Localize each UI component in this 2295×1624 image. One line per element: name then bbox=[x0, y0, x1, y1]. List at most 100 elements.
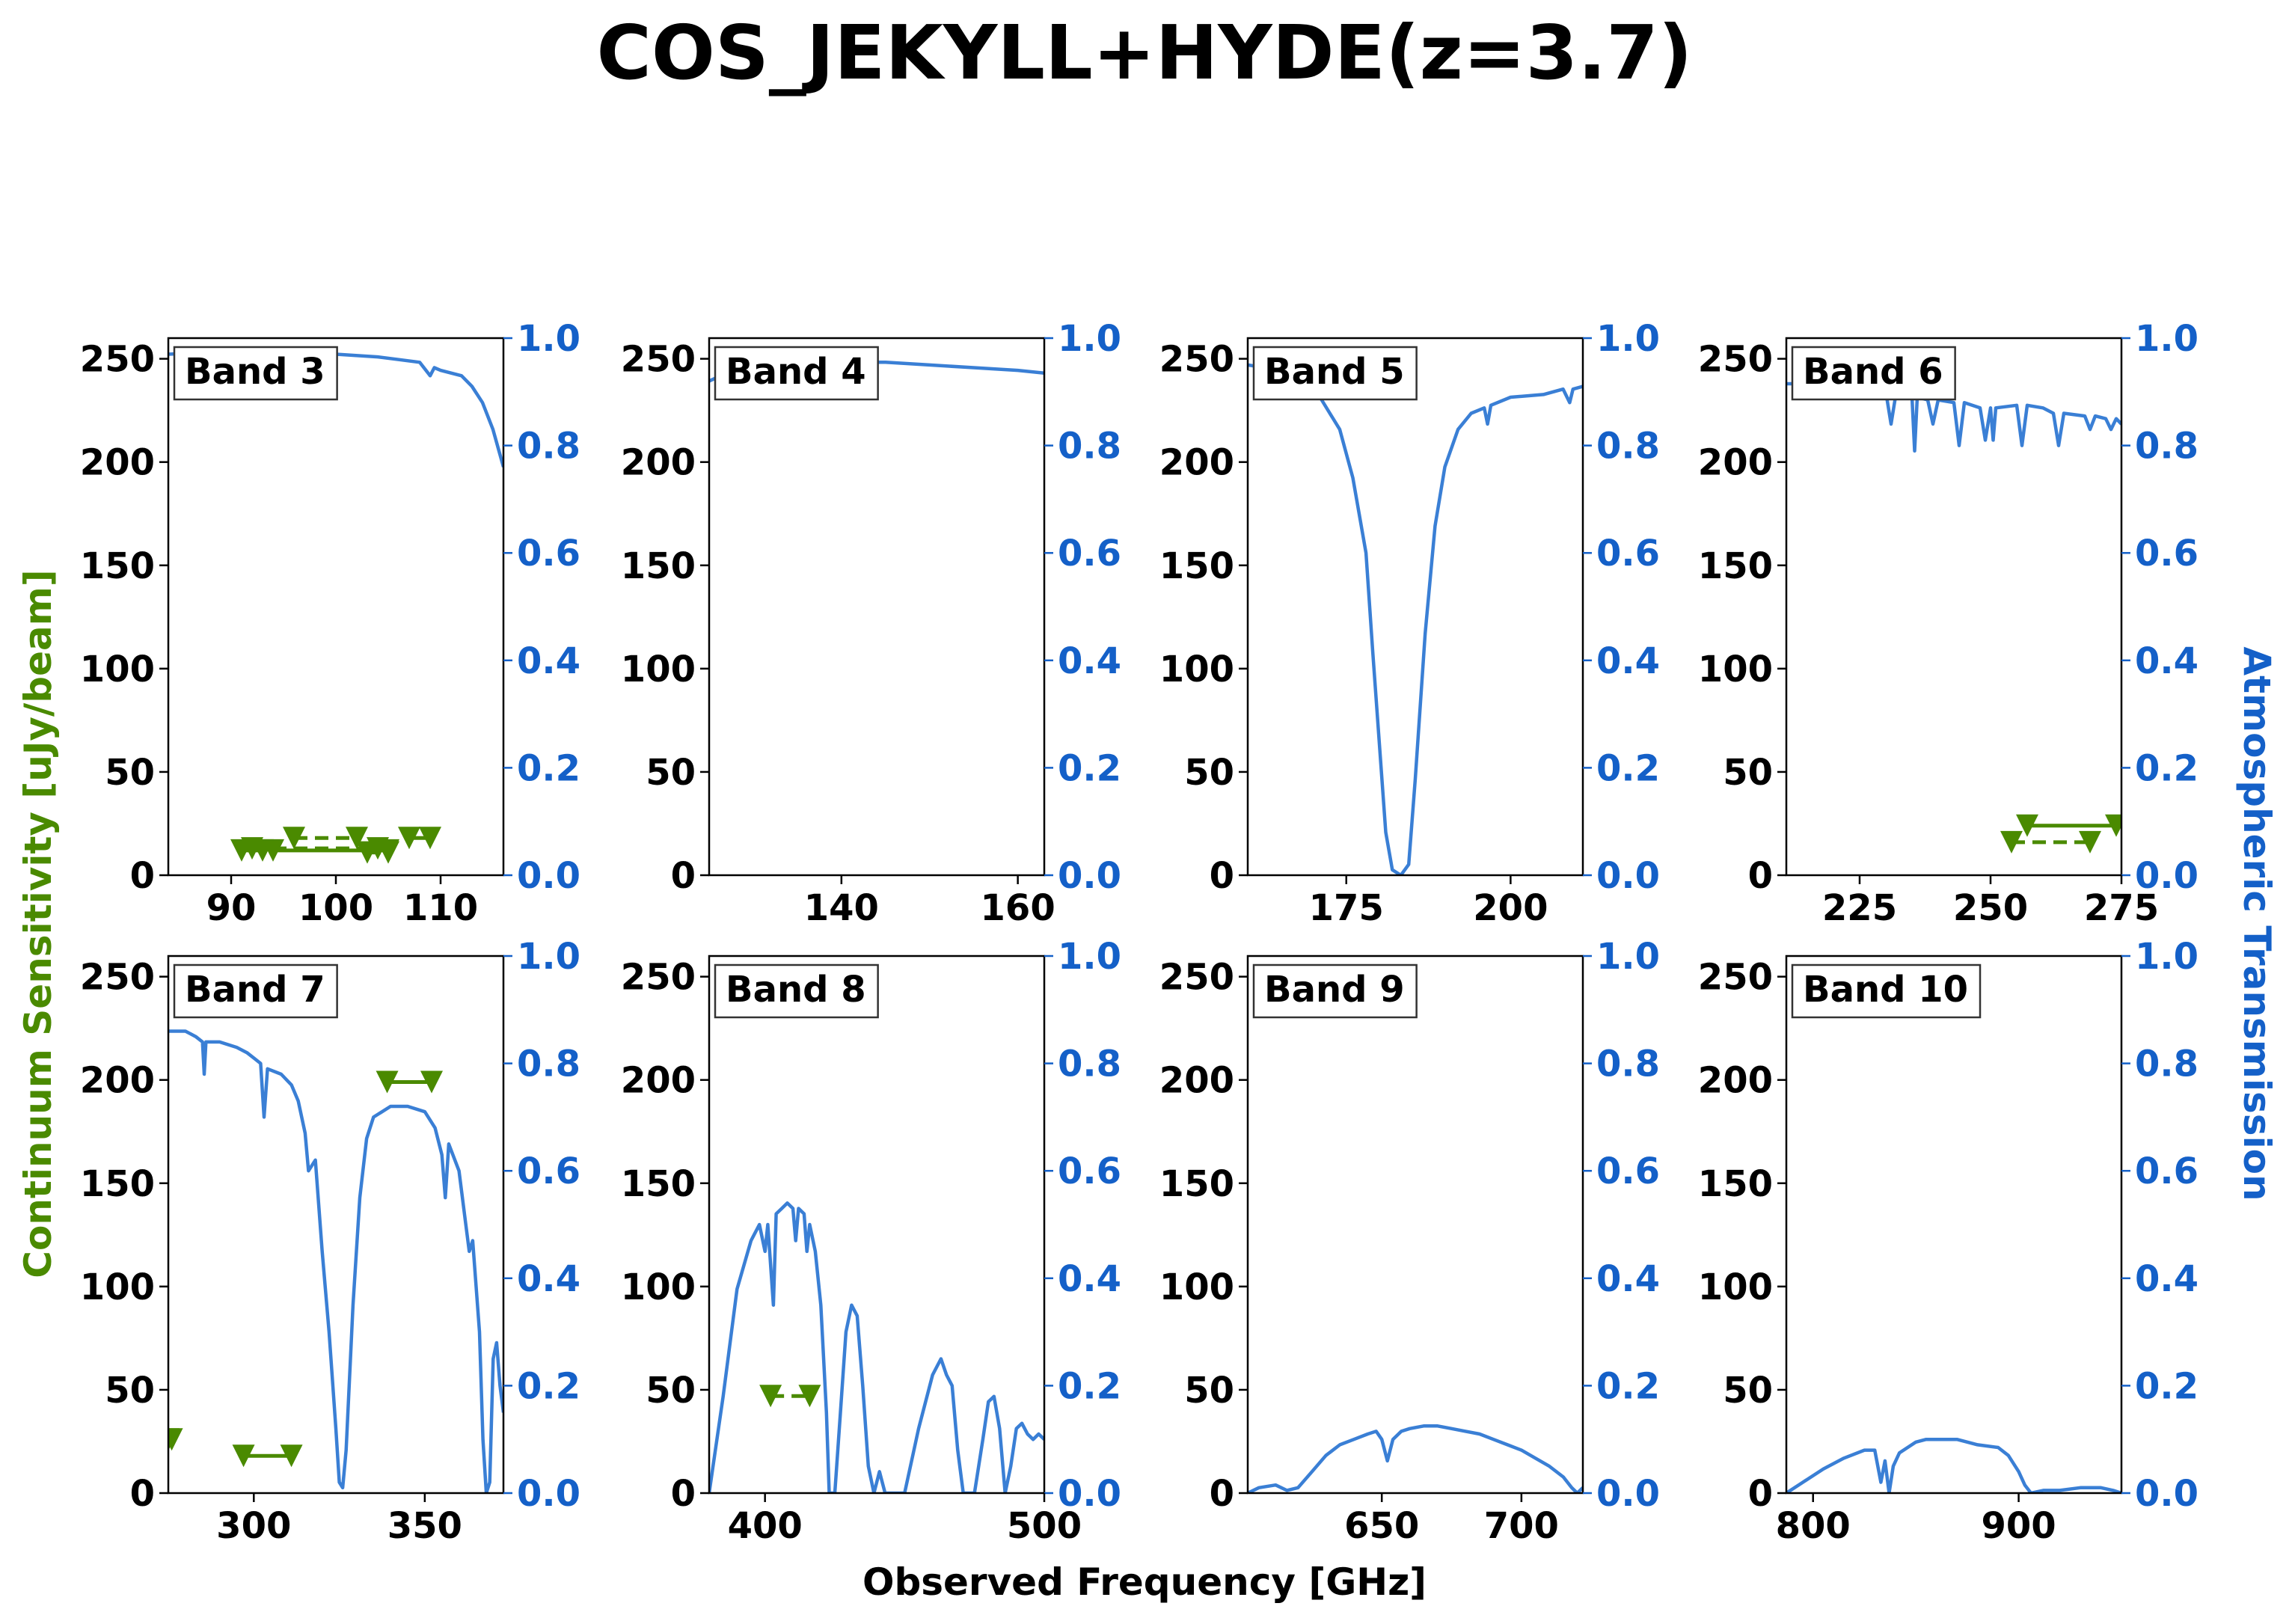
transmission-curve bbox=[709, 1201, 1044, 1493]
left-tick-label: 150 bbox=[80, 1163, 155, 1205]
right-tick-label: 0.8 bbox=[2135, 426, 2199, 468]
right-tick-label: 0.6 bbox=[1596, 1150, 1660, 1192]
right-tick-label: 0.6 bbox=[517, 533, 580, 574]
sensitivity-marker bbox=[280, 1444, 303, 1468]
left-tick-label: 50 bbox=[105, 1370, 155, 1412]
right-tick-label: 0.6 bbox=[517, 1150, 580, 1192]
band-panel-1: 0 50 100 150 200 250 0.0 0.2 0.4 0.6 0.8 1.0 90 100 11… bbox=[80, 318, 580, 929]
sensitivity-marker bbox=[377, 841, 399, 864]
right-tick-label: 0.0 bbox=[1596, 855, 1660, 897]
left-tick-label: 200 bbox=[1159, 1060, 1234, 1102]
band-label: Band 6 bbox=[1803, 351, 1943, 393]
right-axis-label: Atmospheric Transmission bbox=[2235, 646, 2279, 1201]
right-tick-label: 1.0 bbox=[1058, 318, 1121, 360]
right-tick-label: 0.4 bbox=[2135, 1258, 2199, 1300]
left-tick-label: 50 bbox=[1723, 752, 1773, 794]
sensitivity-marker bbox=[283, 827, 305, 850]
right-tick-label: 0.8 bbox=[517, 426, 580, 468]
left-tick-label: 100 bbox=[1159, 1266, 1234, 1308]
panel-frame bbox=[1246, 337, 1584, 877]
right-tick-label: 1.0 bbox=[2135, 936, 2199, 978]
right-tick-label: 0.2 bbox=[1058, 747, 1121, 789]
left-tick-label: 250 bbox=[80, 339, 155, 381]
band-label: Band 3 bbox=[185, 351, 325, 393]
x-tick-label: 275 bbox=[2084, 887, 2159, 929]
right-tick-label: 0.4 bbox=[1058, 640, 1121, 682]
x-tick-label: 500 bbox=[1007, 1505, 1082, 1547]
right-tick-label: 0.4 bbox=[2135, 640, 2199, 682]
right-tick-label: 0.6 bbox=[1596, 533, 1660, 574]
right-tick-label: 0.8 bbox=[1596, 1044, 1660, 1085]
sensitivity-limit bbox=[2016, 814, 2121, 837]
band-panels: 0 50 100 150 200 250 0.0 0.2 0.4 0.6 0.8 1.0 90 100 11… bbox=[80, 318, 2199, 1547]
left-tick-label: 100 bbox=[1159, 649, 1234, 690]
left-tick-label: 250 bbox=[1698, 957, 1773, 999]
right-tick-label: 1.0 bbox=[1596, 936, 1660, 978]
right-tick-label: 0.2 bbox=[2135, 747, 2199, 789]
band-label-box: Band 7 bbox=[173, 963, 338, 1019]
right-tick-label: 0.0 bbox=[517, 855, 580, 897]
x-tick-label: 160 bbox=[981, 887, 1055, 929]
band-label: Band 9 bbox=[1264, 969, 1405, 1011]
band-label: Band 5 bbox=[1264, 351, 1405, 393]
left-tick-label: 50 bbox=[1723, 1370, 1773, 1412]
band-label: Band 7 bbox=[185, 969, 325, 1011]
left-tick-label: 0 bbox=[1210, 1473, 1234, 1515]
panel-frame bbox=[708, 955, 1046, 1495]
right-tick-label: 0.4 bbox=[1596, 640, 1660, 682]
left-tick-label: 200 bbox=[1698, 1060, 1773, 1102]
sensitivity-marker bbox=[420, 1070, 443, 1094]
band-label-box: Band 4 bbox=[714, 346, 879, 401]
band-label-box: Band 10 bbox=[1791, 963, 1982, 1019]
sensitivity-marker bbox=[419, 827, 441, 850]
right-tick-label: 0.0 bbox=[1058, 855, 1121, 897]
sensitivity-marker bbox=[2105, 814, 2121, 837]
left-tick-label: 250 bbox=[1698, 339, 1773, 381]
transmission-curve bbox=[1786, 1437, 2121, 1493]
band-panel-8: 0 50 100 150 200 250 0.0 0.2 0.4 0.6 0.8 1.0 800 900 B… bbox=[1698, 936, 2199, 1547]
left-tick-label: 250 bbox=[1159, 957, 1234, 999]
sensitivity-limit bbox=[283, 827, 368, 850]
x-tick-label: 900 bbox=[1981, 1505, 2056, 1547]
sensitivity-marker bbox=[2000, 830, 2023, 854]
band-label-box: Band 8 bbox=[714, 963, 879, 1019]
sensitivity-limit bbox=[398, 827, 441, 850]
x-axis-label: Observed Frequency [GHz] bbox=[862, 1560, 1427, 1604]
x-tick-label: 140 bbox=[804, 887, 879, 929]
left-tick-label: 150 bbox=[621, 545, 696, 587]
left-tick-label: 250 bbox=[621, 957, 696, 999]
x-tick-label: 175 bbox=[1309, 887, 1384, 929]
x-tick-label: 110 bbox=[403, 887, 478, 929]
transmission-curve bbox=[1786, 382, 2121, 453]
band-panel-2: 0 50 100 150 200 250 0.0 0.2 0.4 0.6 0.8 1.0 140 160 B… bbox=[621, 318, 1121, 929]
right-tick-label: 0.2 bbox=[1058, 1365, 1121, 1407]
left-tick-label: 100 bbox=[1698, 649, 1773, 690]
sensitivity-marker bbox=[262, 839, 284, 862]
right-tick-label: 0.2 bbox=[1596, 747, 1660, 789]
band-panel-7: 0 50 100 150 200 250 0.0 0.2 0.4 0.6 0.8 1.0 650 700 B… bbox=[1159, 936, 1660, 1547]
sensitivity-marker bbox=[232, 1444, 255, 1468]
x-tick-label: 300 bbox=[216, 1505, 291, 1547]
band-label: Band 8 bbox=[726, 969, 866, 1011]
left-tick-label: 100 bbox=[80, 1266, 155, 1308]
left-tick-label: 200 bbox=[1698, 442, 1773, 484]
right-tick-label: 1.0 bbox=[517, 936, 580, 978]
band-label-box: Band 9 bbox=[1252, 963, 1418, 1019]
left-tick-label: 200 bbox=[80, 442, 155, 484]
band-label: Band 10 bbox=[1803, 969, 1968, 1011]
left-tick-label: 250 bbox=[1159, 339, 1234, 381]
right-tick-label: 0.4 bbox=[1058, 1258, 1121, 1300]
band-panel-4: 0 50 100 150 200 250 0.0 0.2 0.4 0.6 0.8 1.0 225 250 2… bbox=[1698, 318, 2199, 929]
right-tick-label: 0.6 bbox=[1058, 533, 1121, 574]
panel-frame bbox=[167, 337, 505, 877]
band-label-frame bbox=[714, 346, 879, 401]
band-label-frame bbox=[1791, 346, 1956, 401]
right-tick-label: 0.8 bbox=[2135, 1044, 2199, 1085]
right-tick-label: 0.8 bbox=[517, 1044, 580, 1085]
right-tick-label: 0.0 bbox=[1596, 1473, 1660, 1515]
right-tick-label: 1.0 bbox=[517, 318, 580, 360]
right-tick-label: 0.0 bbox=[1058, 1473, 1121, 1515]
sensitivity-marker bbox=[759, 1385, 782, 1408]
band-panel-5: 0 50 100 150 200 250 0.0 0.2 0.4 0.6 0.8 1.0 300 350 B… bbox=[80, 936, 580, 1547]
